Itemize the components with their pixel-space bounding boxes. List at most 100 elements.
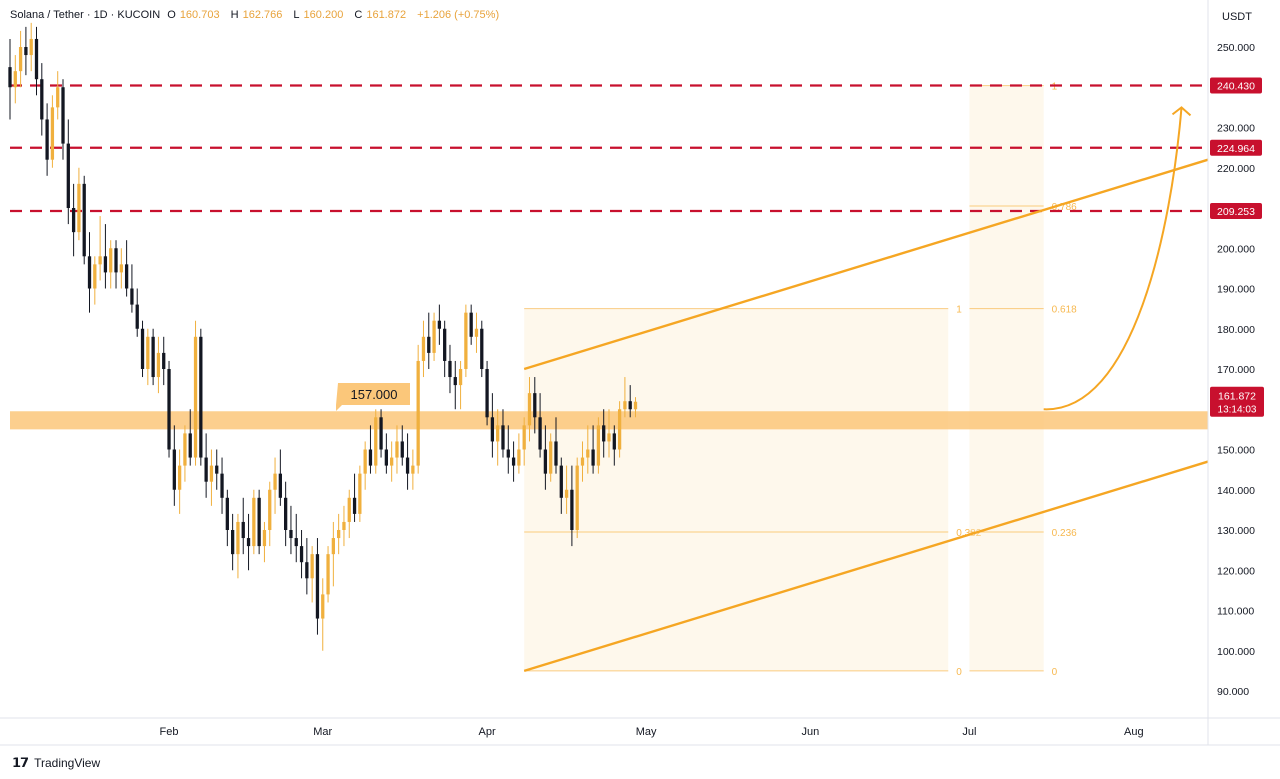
candle-body (167, 369, 171, 450)
candle (633, 397, 638, 418)
candle (570, 465, 574, 547)
candle-body (77, 183, 81, 233)
candle-body (549, 441, 553, 474)
candle (71, 183, 76, 257)
candle-body (273, 473, 277, 490)
candle-body (633, 401, 638, 410)
candle (549, 433, 553, 482)
currency-label: USDT (1222, 11, 1252, 23)
y-tick-label: 230.000 (1217, 123, 1255, 135)
candle-body (262, 530, 267, 547)
candle (533, 377, 537, 434)
tradingview-logo-icon: 𝟭𝟳 (12, 755, 29, 770)
candle (421, 320, 426, 378)
candle-body (384, 449, 389, 466)
high-label: H (230, 9, 239, 21)
resistance-price-label: 240.430 (1217, 81, 1255, 93)
price-channel[interactable] (523, 158, 1209, 673)
candle-body (533, 393, 537, 418)
candle-body (124, 264, 129, 289)
candle-body (490, 417, 495, 442)
fib-level-label: 0.618 (1052, 305, 1077, 316)
candle-body (453, 377, 457, 386)
candle (93, 256, 97, 305)
candle-body (119, 264, 123, 273)
candle (177, 449, 182, 514)
close-label: C (354, 9, 363, 21)
candle (193, 320, 198, 466)
candle-body (71, 208, 76, 233)
candle (591, 425, 595, 474)
candle (379, 409, 383, 458)
candle-body (299, 546, 304, 563)
candle (575, 457, 579, 539)
candle-body (315, 554, 320, 619)
candle-body (230, 530, 235, 555)
candle-body (580, 457, 585, 466)
candle (326, 546, 330, 603)
candle (130, 264, 134, 313)
candle-body (395, 441, 399, 458)
candle (342, 505, 346, 547)
candle (109, 240, 113, 289)
candlestick-series[interactable] (8, 22, 638, 651)
candle (29, 22, 33, 72)
high-value: 162.766 (242, 9, 283, 21)
candle-body (506, 449, 510, 458)
projection-arrow[interactable] (1043, 106, 1192, 411)
candle-body (347, 497, 351, 522)
candle-body (193, 336, 198, 458)
candle (384, 433, 389, 474)
candle-body (474, 328, 479, 337)
candle-body (93, 264, 97, 289)
candle (485, 360, 489, 426)
fib-level-label: 0 (1052, 667, 1058, 678)
fib-box-1 (524, 308, 949, 671)
candle-body (432, 320, 436, 353)
candle-body (570, 489, 574, 530)
candle (66, 119, 70, 225)
candle (199, 328, 203, 466)
candle-body (172, 449, 176, 490)
candle (119, 248, 123, 289)
candle-body (87, 256, 92, 289)
open-label: O (167, 9, 176, 21)
candle (602, 409, 606, 458)
candle (511, 441, 516, 482)
candle (103, 224, 108, 289)
candle-body (390, 457, 394, 466)
candle-body (241, 521, 245, 539)
candle-body (517, 449, 521, 466)
candle-body (204, 457, 208, 482)
x-tick-label: May (636, 726, 657, 738)
candle-body (140, 328, 145, 369)
candle-body (331, 538, 335, 555)
candle (395, 425, 399, 474)
close-value: 161.872 (366, 9, 407, 21)
candle-body (538, 417, 542, 450)
candle (289, 505, 293, 555)
candle-body (289, 530, 293, 539)
candle-body (543, 449, 548, 474)
candle-body (596, 425, 601, 466)
support-zone-label: 157.000 (351, 387, 398, 402)
candle (527, 377, 532, 442)
candle-body (612, 433, 616, 450)
candle-body (554, 441, 558, 466)
candle (50, 95, 55, 168)
candle (321, 578, 325, 651)
candle-body (215, 465, 219, 474)
tradingview-brand[interactable]: 𝟭𝟳 TradingView (12, 755, 100, 771)
candle (172, 425, 176, 506)
candle (405, 433, 410, 490)
candle (427, 312, 431, 369)
candle-body (411, 465, 415, 474)
fib-level-label: 0 (956, 667, 962, 678)
candle (77, 167, 81, 241)
y-tick-label: 190.000 (1217, 284, 1255, 296)
candle-body (82, 183, 86, 257)
candle (612, 425, 616, 466)
